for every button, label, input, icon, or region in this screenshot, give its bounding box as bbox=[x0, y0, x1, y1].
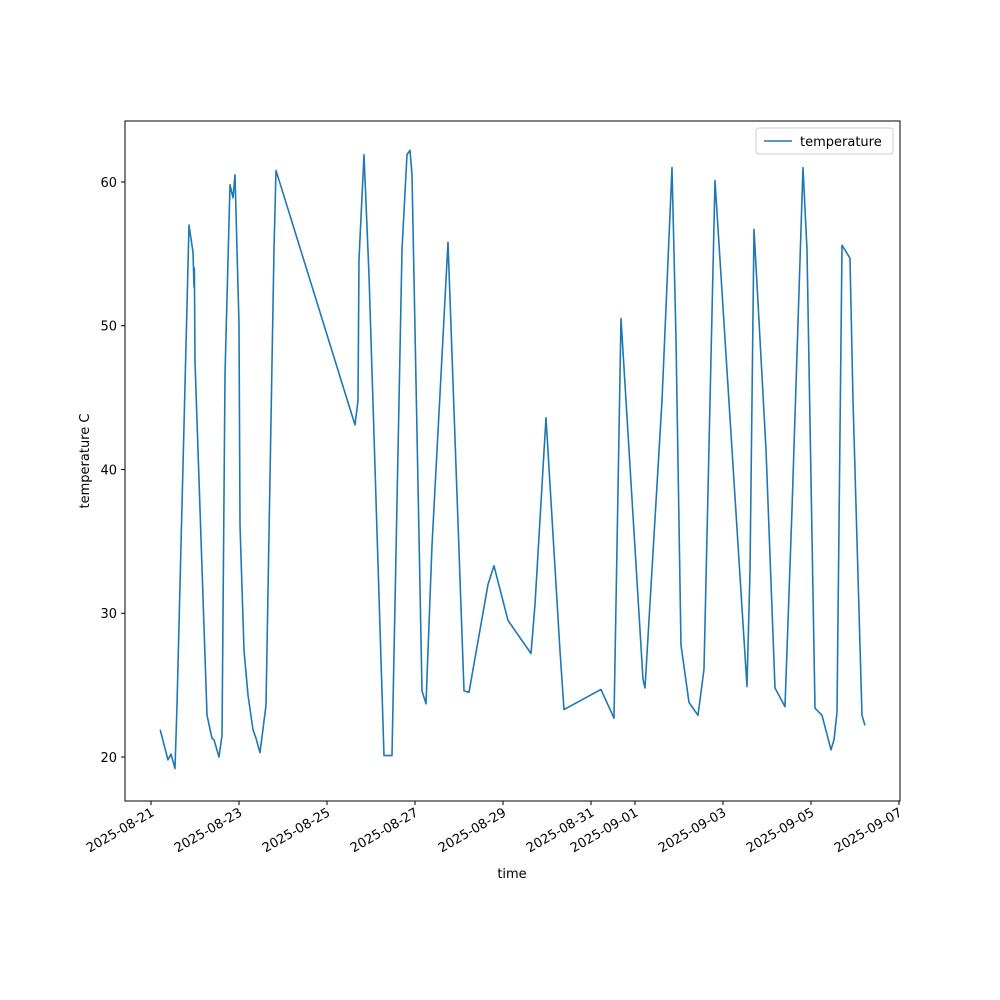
x-tick-label: 2025-08-27 bbox=[348, 805, 421, 856]
plot-frame bbox=[124, 120, 901, 802]
x-tick-label: 2025-08-23 bbox=[172, 805, 245, 856]
x-tick-label: 2025-09-03 bbox=[656, 805, 729, 856]
y-tick-label: 50 bbox=[100, 320, 117, 335]
x-tick-label: 2025-08-29 bbox=[436, 805, 509, 856]
y-tick-label: 30 bbox=[100, 607, 117, 622]
x-tick-label: 2025-09-05 bbox=[744, 805, 817, 856]
legend-box bbox=[755, 127, 894, 155]
x-tick-label: 2025-08-21 bbox=[84, 805, 157, 856]
x-tick-label: 2025-09-07 bbox=[832, 805, 905, 856]
line bbox=[159, 149, 866, 770]
y-axis-label: temperature C bbox=[78, 414, 93, 509]
x-tick-label: 2025-08-25 bbox=[260, 805, 333, 856]
x-axis-label: time bbox=[497, 867, 526, 882]
legend-label: temperature bbox=[800, 135, 882, 150]
y-tick-label: 60 bbox=[100, 176, 117, 191]
y-tick-label: 40 bbox=[100, 463, 117, 478]
y-tick-label: 20 bbox=[100, 751, 117, 766]
